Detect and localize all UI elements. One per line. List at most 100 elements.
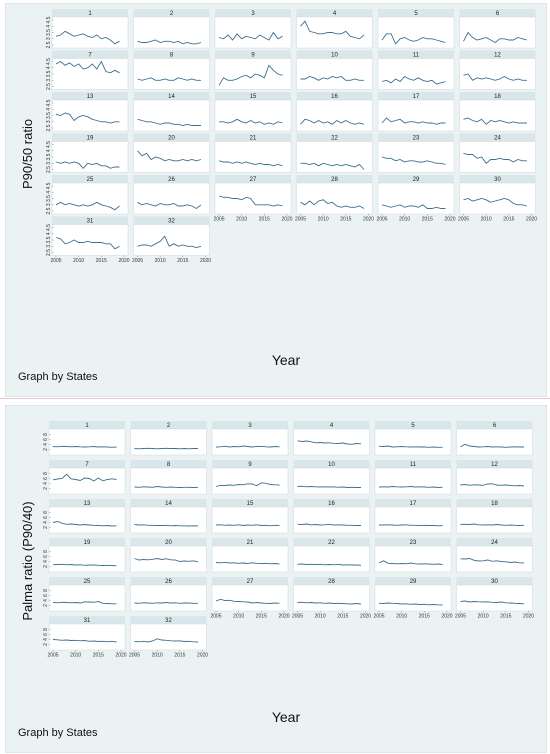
panel-1: 1 2.533.54 4.5 — [46, 9, 129, 48]
panel-9: 9 — [214, 50, 292, 90]
panel-label: 10 — [331, 53, 338, 59]
panel-3: 3 — [214, 9, 292, 49]
y-tick-label: 2 — [43, 565, 49, 568]
series-line — [218, 195, 283, 207]
plot-area — [374, 506, 452, 534]
y-tick-label: 4.5 — [46, 141, 52, 148]
panel-label: 19 — [84, 540, 91, 546]
series-line — [134, 524, 199, 527]
panel-20: 20 — [133, 133, 210, 173]
y-tick-label: 4 — [43, 599, 49, 602]
series-line — [55, 161, 120, 169]
x-tick-label: 2005 — [47, 653, 58, 659]
series-line — [134, 558, 199, 563]
panel-strip — [215, 92, 291, 100]
panel-strip — [212, 577, 288, 585]
panel-4: 4 — [296, 9, 373, 49]
p90-50-figure: P90/50 ratio Year Graph by States 1 2.5 3 3… — [5, 3, 547, 397]
series-line — [463, 73, 527, 81]
y-tick-label: 2 — [43, 487, 49, 490]
panel-label: 4 — [333, 11, 337, 17]
x-tick-label: 2010 — [481, 217, 492, 223]
y-tick-label: 2.5 — [46, 124, 52, 131]
panel-2: 2 — [130, 421, 207, 456]
series-line — [55, 237, 120, 250]
panel-label: 7 — [85, 462, 89, 468]
panel-32: 32 2005 2010 2015 2020 — [129, 616, 208, 659]
panel-label: 22 — [331, 136, 338, 142]
panel-strip — [133, 133, 210, 142]
panel-label: 21 — [250, 136, 257, 142]
x-tick-label: 2015 — [337, 614, 348, 620]
y-tick-label: 6 — [43, 633, 49, 636]
panel-label: 21 — [247, 540, 254, 546]
series-line — [378, 560, 443, 565]
x-tick-label: 2010 — [70, 653, 81, 659]
panel-11: 11 — [374, 460, 452, 495]
panel-6: 6 — [456, 421, 533, 456]
panel-strip — [52, 175, 128, 183]
y-tick-label: 3.5 — [46, 236, 52, 243]
series-line — [300, 76, 364, 81]
y-tick-label: 4 — [43, 638, 49, 641]
series-line — [460, 600, 525, 605]
panel-label: 1 — [85, 423, 89, 429]
y-tick-label: 4 — [46, 191, 52, 194]
plot-area — [130, 623, 207, 651]
panel-strip — [296, 50, 373, 59]
series-line — [381, 204, 446, 209]
p90-50-chart: P90/50 ratio Year Graph by States 12.533… — [18, 9, 537, 383]
plot-area — [293, 467, 370, 495]
plot-area — [133, 99, 210, 132]
panel-label: 14 — [165, 501, 172, 507]
panel-strip — [375, 538, 451, 546]
plot-area — [459, 99, 536, 132]
panel-label: 13 — [84, 501, 91, 507]
plot-area — [51, 224, 129, 256]
y-tick-label: 2.5 — [46, 207, 52, 214]
panel-strip — [49, 421, 125, 429]
y-tick-label: 8 — [43, 589, 49, 592]
panel-label: 30 — [494, 177, 501, 183]
y-tick-label: 3.5 — [46, 195, 52, 202]
plot-area — [48, 467, 126, 495]
plot-area — [293, 584, 370, 612]
plot-area — [296, 16, 373, 49]
y-tick-label: 6 — [43, 477, 49, 480]
panel-14: 14 — [130, 499, 207, 534]
series-line — [218, 31, 283, 41]
panel-11: 11 — [377, 50, 455, 90]
x-tick-label: 2015 — [93, 653, 104, 659]
series-line — [379, 524, 443, 527]
x-tick-label: 2005 — [292, 614, 303, 620]
panel-10: 10 — [293, 460, 370, 495]
panel-strip — [459, 50, 536, 59]
panel-label: 31 — [87, 219, 94, 225]
panel-19: 19 2.53 3.544.5 — [46, 133, 129, 173]
y-tick-label: 3.5 — [46, 153, 52, 160]
x-tick-label: 2005 — [455, 614, 466, 620]
series-line — [219, 118, 283, 125]
plot-area — [459, 182, 536, 215]
panel-label: 29 — [413, 177, 420, 183]
panel-label: 16 — [328, 501, 335, 507]
panel-label: 27 — [247, 579, 254, 585]
panel-18: 18 — [459, 92, 536, 132]
panel-10: 10 — [296, 50, 373, 90]
x-axis-label: Year — [272, 709, 301, 725]
series-line — [463, 31, 528, 44]
series-line — [381, 75, 446, 85]
x-tick-label: 2010 — [152, 653, 163, 659]
plot-area — [130, 428, 207, 456]
panel-label: 28 — [331, 177, 338, 183]
panel-strip — [130, 421, 207, 429]
y-axis-label: P90/50 ratio — [20, 119, 35, 189]
panel-label: 32 — [165, 618, 172, 624]
plot-area — [51, 99, 129, 132]
panel-label: 10 — [328, 462, 335, 468]
panel-label: 2 — [170, 11, 174, 17]
x-tick-label: 2010 — [73, 258, 84, 264]
series-line — [378, 602, 443, 606]
y-tick-label: 8 — [43, 511, 49, 514]
series-line — [460, 523, 525, 526]
